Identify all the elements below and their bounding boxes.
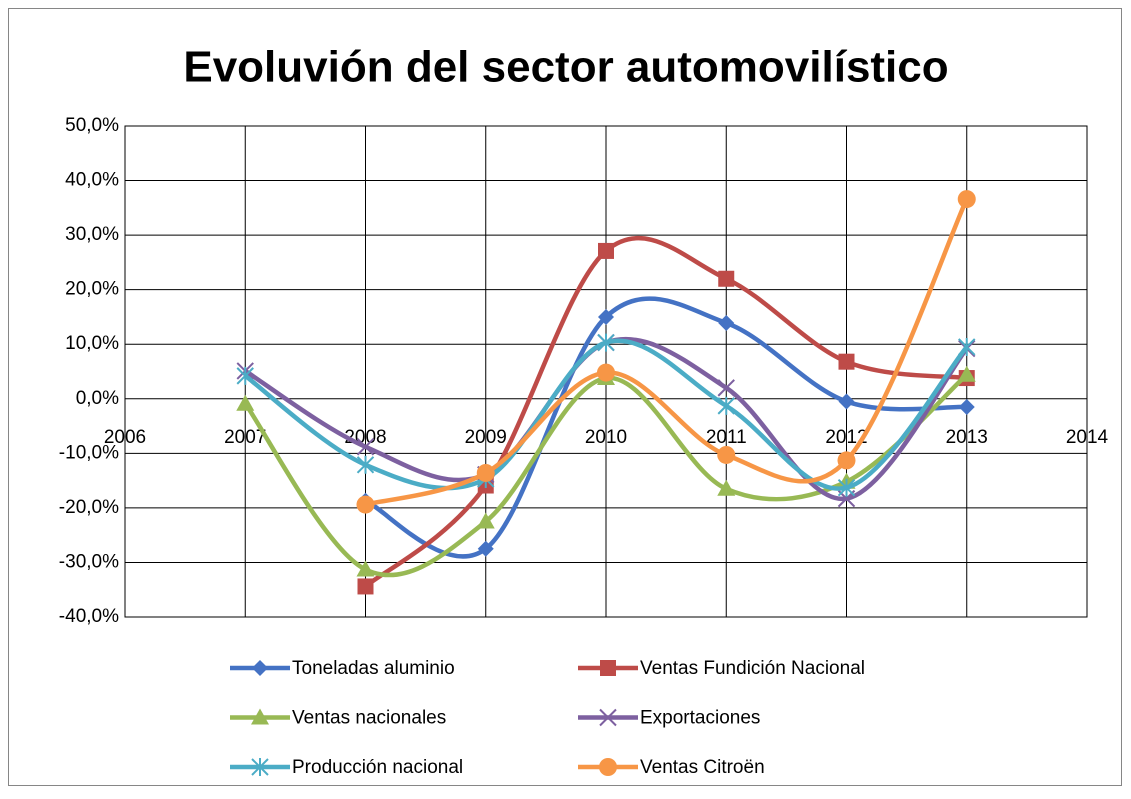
- marker: [356, 438, 375, 456]
- legend-label: Toneladas aluminio: [292, 658, 455, 679]
- chart-title: Evoluvión del sector automovilístico: [183, 43, 948, 92]
- marker: [957, 190, 976, 209]
- marker: [717, 379, 735, 397]
- marker: [236, 394, 255, 411]
- legend-item: Ventas Citroën: [578, 757, 765, 778]
- legend-label: Ventas Citroën: [640, 757, 765, 778]
- marker: [252, 660, 268, 676]
- x-tick-label: 2013: [946, 427, 988, 448]
- legend-item: Producción nacional: [230, 757, 463, 778]
- marker: [958, 398, 975, 415]
- marker: [477, 540, 494, 557]
- y-tick-label: -40,0%: [59, 606, 119, 627]
- legend-item: Exportaciones: [578, 708, 760, 729]
- marker: [476, 512, 495, 529]
- marker: [838, 393, 855, 410]
- marker: [357, 578, 374, 595]
- marker: [958, 337, 976, 356]
- y-tick-label: 0,0%: [76, 388, 119, 409]
- y-tick-label: -20,0%: [59, 497, 119, 518]
- x-tick-label: 2006: [104, 427, 146, 448]
- marker: [717, 445, 736, 464]
- marker: [598, 308, 614, 325]
- y-tick-label: 50,0%: [65, 115, 119, 136]
- y-tick-label: -30,0%: [59, 551, 119, 572]
- marker: [476, 463, 495, 482]
- marker: [717, 396, 735, 415]
- legend-label: Ventas nacionales: [292, 708, 446, 729]
- y-tick-label: 10,0%: [65, 333, 119, 354]
- legend-label: Producción nacional: [292, 757, 463, 778]
- marker: [838, 353, 855, 370]
- marker: [251, 758, 269, 776]
- marker: [356, 560, 375, 577]
- x-tick-label: 2009: [465, 427, 507, 448]
- marker: [251, 708, 269, 725]
- marker: [599, 758, 617, 776]
- marker: [598, 242, 614, 259]
- marker: [600, 660, 616, 676]
- marker: [718, 270, 735, 287]
- marker: [837, 478, 856, 497]
- series: [356, 190, 976, 514]
- y-tick-label: 30,0%: [65, 224, 119, 245]
- marker: [597, 363, 615, 382]
- x-tick-label: 2012: [825, 427, 867, 448]
- x-tick-label: 2010: [585, 427, 627, 448]
- x-tick-label: 2007: [224, 427, 266, 448]
- series: [357, 236, 975, 595]
- legend-label: Ventas Fundición Nacional: [640, 658, 865, 679]
- legend-label: Exportaciones: [640, 708, 760, 729]
- legend-item: Toneladas aluminio: [230, 658, 455, 679]
- marker: [356, 495, 375, 514]
- marker: [597, 333, 615, 352]
- marker: [599, 708, 617, 727]
- marker: [957, 365, 976, 382]
- marker: [356, 455, 375, 474]
- marker: [837, 451, 856, 470]
- y-tick-label: 20,0%: [65, 279, 119, 300]
- x-tick-label: 2011: [706, 427, 747, 448]
- y-tick-label: 40,0%: [65, 170, 119, 191]
- y-tick-label: -10,0%: [59, 442, 119, 463]
- legend-item: Ventas nacionales: [230, 708, 446, 729]
- legend-item: Ventas Fundición Nacional: [578, 658, 865, 679]
- x-tick-label: 2014: [1066, 427, 1109, 448]
- marker: [717, 479, 736, 496]
- marker: [236, 366, 254, 385]
- marker: [718, 314, 735, 331]
